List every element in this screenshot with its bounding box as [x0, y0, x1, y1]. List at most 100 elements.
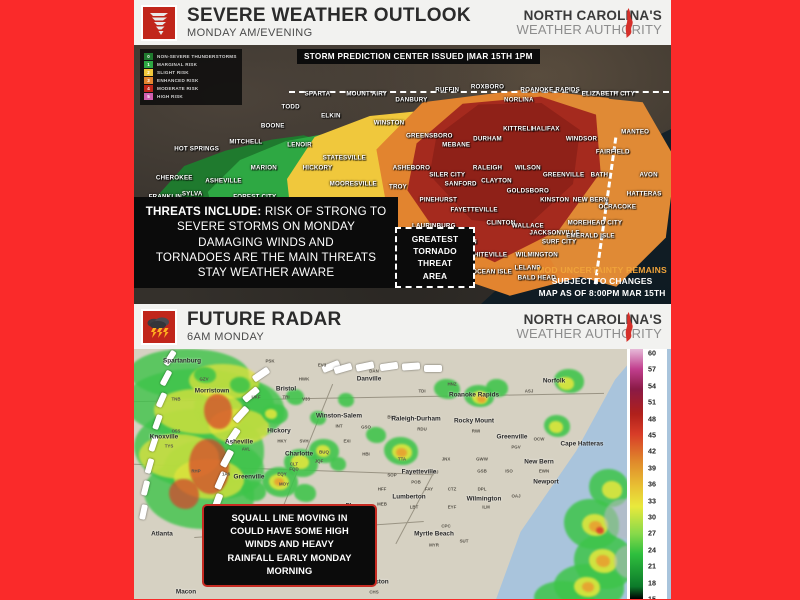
city-label: MOREHEAD CITY: [567, 219, 623, 227]
airport-code-label: FQD: [289, 466, 299, 472]
nc-state-shape-icon: [625, 7, 633, 38]
threats-line-5: STAY WEATHER AWARE: [197, 266, 335, 280]
city-label: GREENSBORO: [405, 132, 453, 140]
outlook-header-text: SEVERE WEATHER OUTLOOK MONDAY AM/EVENING: [187, 6, 471, 39]
dbz-tick: 54: [648, 381, 656, 391]
city-label: NORLINA: [504, 96, 534, 104]
city-label: WINSTON: [373, 119, 405, 127]
tornado-box-line-3: THREAT: [417, 258, 453, 269]
legend-swatch: 1: [144, 61, 153, 68]
radar-echo: [294, 484, 316, 502]
airport-code-label: LBT: [409, 504, 419, 510]
airport-code-label: TTA: [397, 456, 407, 462]
airport-code-label: TYS: [164, 443, 174, 449]
dbz-tick: 21: [648, 561, 656, 571]
city-label: WALLACE: [511, 222, 544, 230]
legend-label: HIGH RISK: [157, 94, 183, 99]
airport-code-label: RHP: [191, 468, 201, 474]
spc-issue-banner: STORM PREDICTION CENTER ISSUED |MAR 15TH…: [297, 49, 540, 64]
airport-code-label: PGV: [511, 444, 521, 450]
radar-echo: [204, 394, 232, 429]
dbz-tick: 48: [648, 414, 656, 424]
airport-code-label: EYF: [447, 504, 457, 510]
threats-text-1: RISK OF STRONG TO: [264, 205, 387, 218]
legend-label: SLIGHT RISK: [157, 70, 189, 75]
legend-item: 2 SLIGHT RISK: [144, 69, 237, 76]
radar-city-label: Lumberton: [392, 493, 426, 501]
legend-label: ENHANCED RISK: [157, 78, 199, 83]
dbz-tick: 51: [648, 397, 656, 407]
city-label: SILER CITY: [429, 171, 466, 178]
city-label: PINEHURST: [419, 196, 458, 204]
city-label: JACKSONVILLE: [529, 229, 580, 237]
city-label: EMERALD ISLE: [566, 232, 615, 240]
severe-weather-outlook-map[interactable]: SPARTA TODD MOUNT AIRY DANBURY RUFFIN ROXBORO…: [130, 45, 675, 304]
radar-city-label: Danville: [356, 375, 382, 383]
airport-code-label: INT: [335, 423, 343, 429]
legend-item: 3 ENHANCED RISK: [144, 77, 237, 84]
city-label: ROANOKE RAPIDS: [520, 86, 580, 94]
radar-echo: [291, 455, 309, 469]
airport-code-label: ISO: [505, 468, 513, 474]
city-label: GREENVILLE: [542, 171, 585, 178]
legend-label: NON-SEVERE THUNDERSTORMS: [157, 54, 237, 59]
radar-echo: [338, 393, 354, 407]
legend-label: MARGINAL RISK: [157, 62, 198, 67]
city-label: ROXBORO: [470, 83, 505, 91]
city-label: MANTEO: [621, 128, 650, 136]
radar-echo: [265, 409, 277, 419]
airport-code-label: O5S: [171, 428, 181, 434]
dbz-gradient-bar: [630, 349, 643, 599]
page-subtitle: MONDAY AM/EVENING: [187, 27, 313, 39]
squall-line-dash: [401, 362, 421, 371]
radar-echo: [310, 411, 326, 425]
state-border-north: [289, 91, 669, 123]
tornado-box-line-2: TORNADO: [413, 246, 457, 257]
dbz-tick: 45: [648, 430, 656, 440]
legend-label: MODERATE RISK: [157, 86, 199, 91]
radar-city-label: Knoxville: [149, 433, 179, 441]
legend-swatch: 3: [144, 77, 153, 84]
city-label: WILMINGTON: [515, 251, 558, 259]
radar-city-label: Bristol: [275, 385, 297, 393]
airport-code-label: BUY: [387, 414, 397, 420]
tornado-box-line-1: GREATEST: [411, 234, 459, 244]
airport-code-label: HFF: [377, 486, 387, 492]
radar-echo: [366, 427, 386, 443]
disclaimer-line-3: MAP AS OF 8:00PM MAR 15TH: [538, 288, 666, 299]
airport-code-label: CTZ: [447, 486, 457, 492]
airport-code-label: RDU: [417, 426, 427, 432]
disclaimer-line-2: SUBJECT TO CHANGES: [551, 276, 653, 287]
logo-line-2: WEATHER AUTHORITY: [516, 21, 662, 37]
dbz-tick: 39: [648, 463, 656, 473]
radar-city-label: Roanoke Rapids: [448, 391, 500, 399]
city-label: SANFORD: [444, 180, 477, 188]
legend-swatch: 2: [144, 69, 153, 76]
radar-echo: [286, 389, 304, 405]
radar-echo: [434, 379, 460, 399]
dbz-tick: 36: [648, 479, 656, 489]
radar-city-label: Rocky Mount: [453, 417, 495, 425]
airport-code-label: EWN: [538, 468, 550, 474]
city-label: TROY: [389, 183, 408, 191]
tornado-box-line-4: AREA: [422, 270, 448, 281]
city-label: MITCHELL: [229, 138, 263, 146]
future-radar-map[interactable]: GZV TNB UKF HWK DAN TDI HNZ ASJ EV3 PSK V33 INT GSO B…: [130, 349, 675, 600]
legend-item: 5 HIGH RISK: [144, 93, 237, 100]
airport-code-label: TDI: [418, 388, 426, 394]
airport-code-label: AVL: [241, 446, 251, 452]
radar-city-label: New Bern: [524, 458, 554, 466]
city-label: CLINTON: [486, 219, 516, 227]
airport-code-label: GZV: [199, 376, 209, 382]
radar-msg-line-2: COULD HAVE SOME HIGH: [230, 526, 349, 537]
legend-item: 0 NON-SEVERE THUNDERSTORMS: [144, 53, 237, 60]
disclaimer-block: MOD UNCERTAINTY REMAINS SUBJECT TO CHANG…: [537, 264, 667, 300]
radar-city-label: Newport: [533, 478, 559, 486]
city-label: HOT SPRINGS: [174, 145, 220, 153]
airport-code-label: CPC: [441, 523, 451, 529]
city-label: NEW BERN: [572, 196, 609, 204]
airport-code-label: MOY: [278, 481, 290, 487]
airport-code-label: ASJ: [524, 388, 534, 394]
airport-code-label: HBI: [362, 451, 370, 457]
radar-city-label: Hickory: [267, 427, 291, 435]
